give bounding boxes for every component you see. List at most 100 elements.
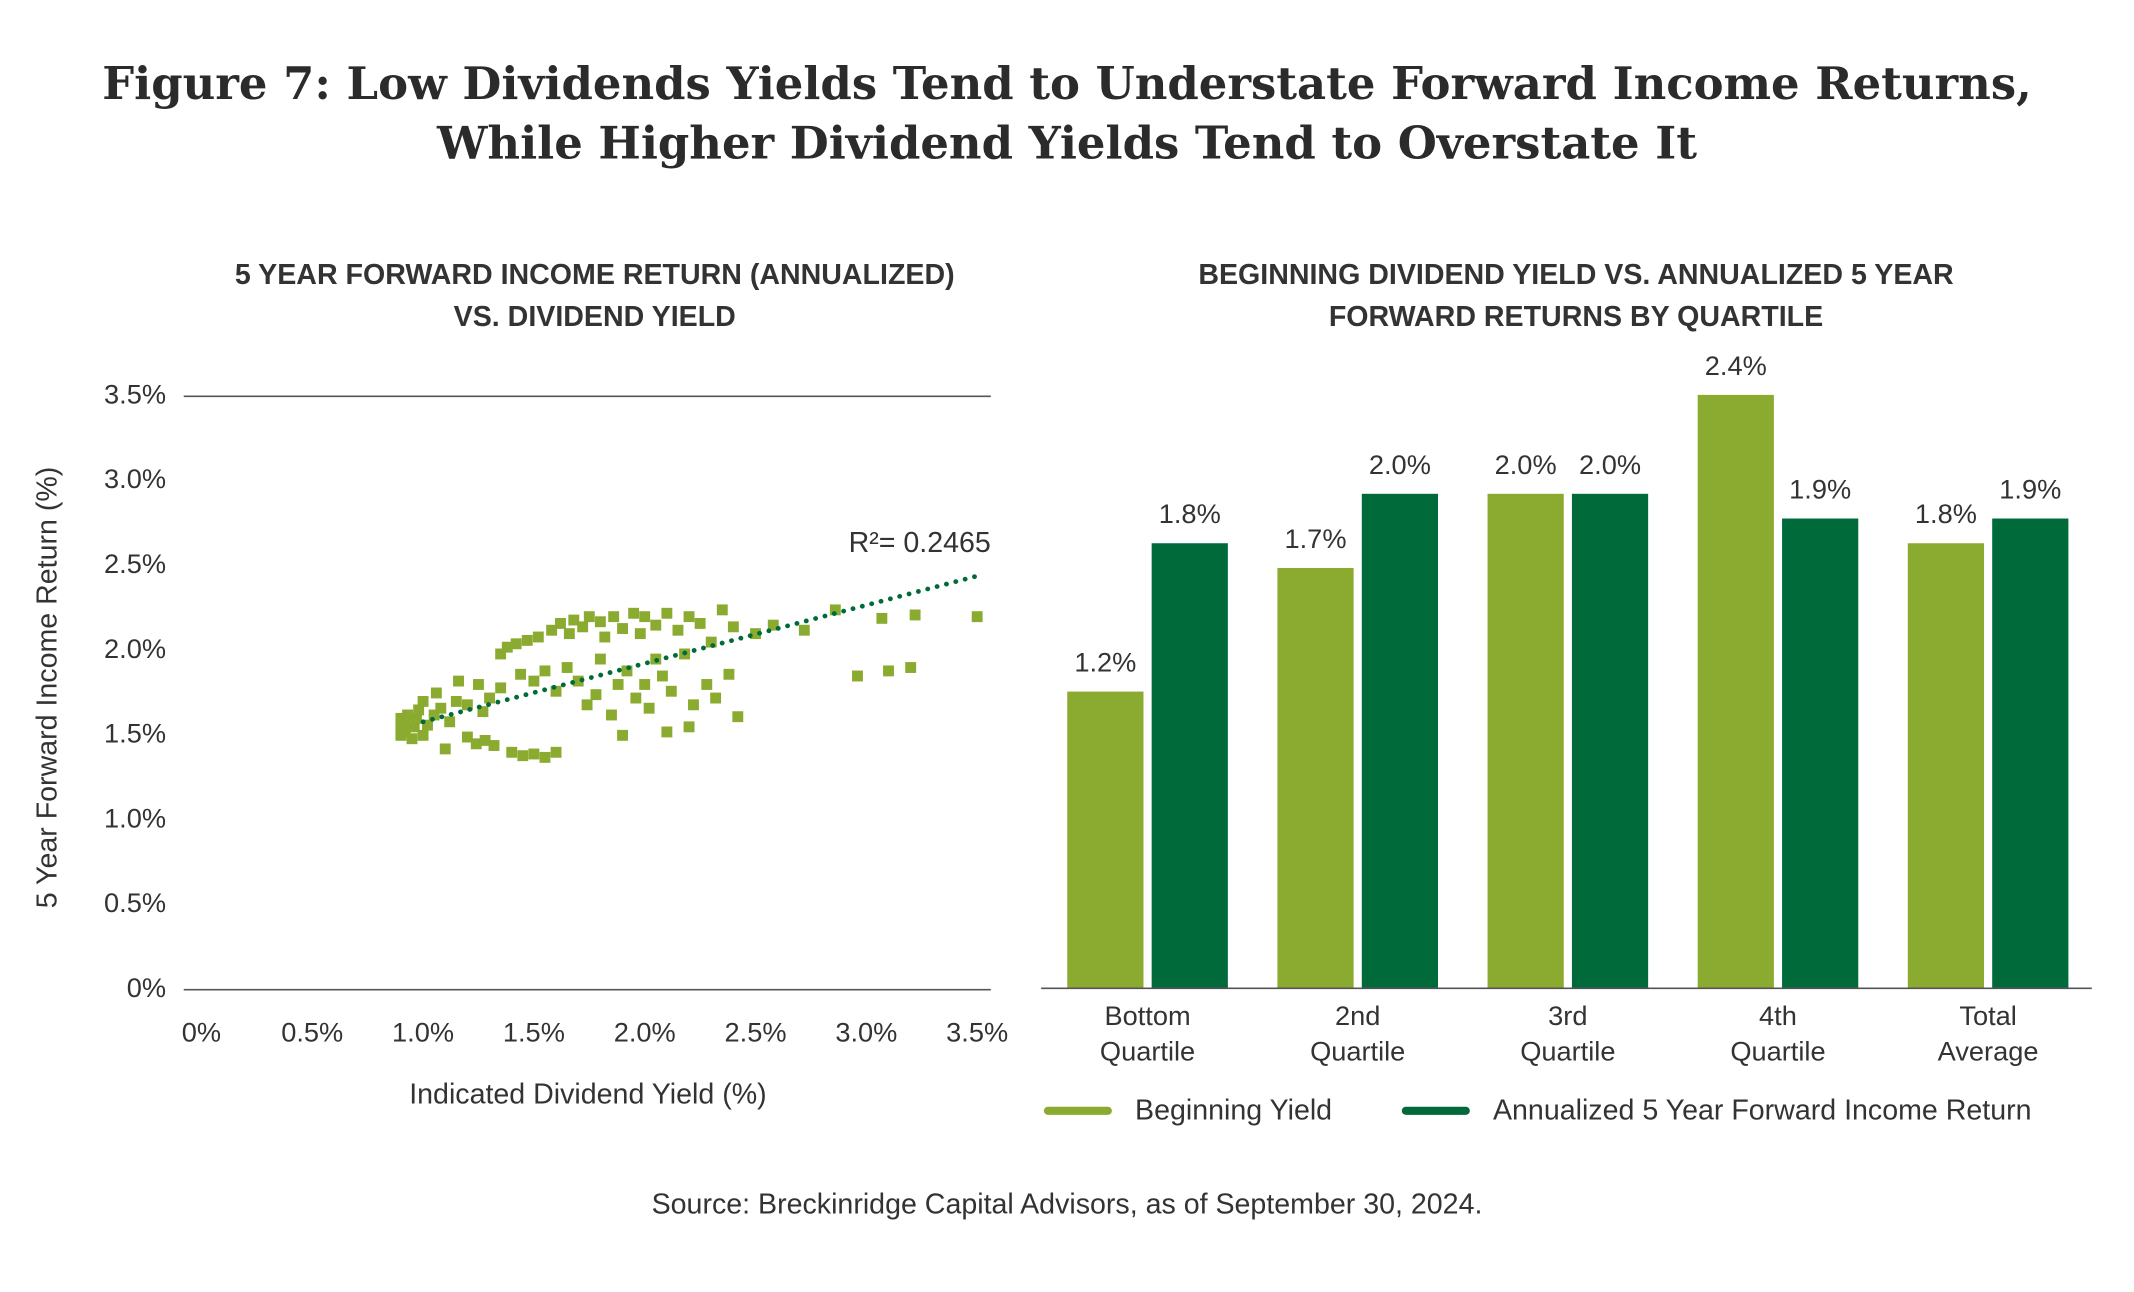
bar: [1907, 543, 1985, 989]
scatter-point: [905, 662, 917, 673]
scatter-point: [727, 621, 739, 633]
scatter-point: [417, 695, 429, 707]
scatter-point: [517, 750, 529, 762]
scatter-point: [444, 716, 456, 728]
scatter-point: [550, 746, 562, 758]
scatter-point: [477, 706, 489, 718]
chart-title: VS. DIVIDEND YIELD: [454, 301, 736, 333]
x-axis-label: Indicated Dividend Yield (%): [409, 1078, 766, 1110]
value-label: 2.0%: [1369, 449, 1431, 480]
scatter-point: [410, 712, 422, 724]
scatter-point: [621, 665, 633, 677]
scatter-point: [876, 612, 888, 624]
scatter-point: [852, 670, 863, 682]
scatter-point: [701, 679, 713, 690]
scatter-point: [630, 692, 642, 704]
scatter-point: [750, 628, 761, 640]
bar: [1277, 567, 1354, 989]
scatter-point: [643, 702, 655, 714]
bar: [1571, 493, 1649, 989]
scatter-point: [479, 734, 491, 746]
x-tick-label: 1.5%: [503, 1017, 565, 1048]
scatter-point: [577, 621, 589, 633]
scatter-point: [539, 665, 551, 677]
bar: [1992, 518, 2069, 989]
x-tick-label: 0.5%: [281, 1017, 343, 1048]
source: Source: Breckinridge Capital Advisors, a…: [652, 1189, 1483, 1221]
x-tick-label: 2.0%: [614, 1017, 676, 1048]
scatter-point: [439, 743, 451, 755]
y-tick-label: 0%: [127, 972, 166, 1003]
scatter-point: [515, 668, 527, 680]
x-tick-label: 3.5%: [946, 1017, 1008, 1048]
scatter-point: [688, 699, 699, 711]
scatter-point: [532, 631, 544, 643]
x-tick-label: 3rd Quartile: [1520, 1000, 1615, 1066]
x-tick-label: Total Average: [1938, 1000, 2039, 1066]
y-tick-label: 1.5%: [104, 718, 166, 749]
value-label: 1.7%: [1285, 523, 1347, 554]
scatter-point: [608, 611, 620, 623]
scatter-point: [430, 687, 442, 699]
scatter-point: [829, 604, 841, 616]
scatter-point: [408, 721, 420, 733]
scatter-point: [568, 614, 580, 626]
scatter-point: [406, 733, 418, 745]
annotation: R²= 0.2465: [849, 527, 991, 559]
bar: [1697, 394, 1774, 989]
x-tick-label: 0%: [182, 1017, 221, 1048]
y-tick-label: 2.0%: [104, 633, 166, 664]
scatter-point: [488, 740, 500, 751]
scatter-point: [572, 675, 584, 687]
scatter-point: [909, 609, 921, 621]
scatter-point: [628, 607, 640, 619]
scatter-point: [617, 729, 628, 741]
y-axis-label: 5 Year Forward Income Return (%): [32, 467, 64, 909]
scatter-point: [612, 679, 624, 690]
scatter-point: [594, 616, 606, 628]
scatter-point: [435, 702, 447, 714]
value-label: 1.9%: [1789, 473, 1851, 504]
trend-line: [420, 573, 980, 725]
scatter-point: [470, 738, 482, 750]
scatter-point: [555, 617, 566, 629]
scatter-point: [639, 679, 651, 690]
value-label: 2.4%: [1705, 350, 1767, 381]
scatter-point: [495, 682, 507, 694]
scatter-point: [506, 746, 518, 758]
x-tick-label: 3.0%: [835, 1017, 897, 1048]
scatter-point: [453, 675, 464, 687]
scatter-point: [634, 628, 646, 640]
x-tick-label: 2.5%: [725, 1017, 787, 1048]
scatter-point: [723, 668, 735, 680]
scatter-point: [665, 685, 677, 697]
scatter-point: [399, 716, 411, 728]
scatter-point: [661, 607, 673, 619]
scatter-point: [656, 670, 668, 682]
scatter-point: [539, 751, 551, 763]
scatter-point: [732, 711, 744, 723]
scatter-point: [672, 624, 684, 636]
scatter-point: [683, 721, 695, 733]
scatter-point: [583, 611, 595, 623]
scatter-point: [581, 699, 593, 711]
scatter-point: [606, 709, 617, 721]
x-tick-label: 2nd Quartile: [1310, 1000, 1405, 1066]
legend-label: Beginning Yield: [1135, 1095, 1332, 1127]
scatter-point: [716, 604, 728, 616]
value-label: 2.0%: [1495, 449, 1557, 480]
scatter-point: [413, 704, 425, 716]
scatter-point: [694, 617, 706, 629]
scatter-point: [428, 709, 440, 721]
x-tick-label: 1.0%: [392, 1017, 454, 1048]
value-label: 2.0%: [1579, 449, 1641, 480]
scatter-point: [705, 636, 717, 648]
y-tick-label: 0.5%: [104, 887, 166, 918]
x-tick-label: Bottom Quartile: [1100, 1000, 1195, 1066]
scatter-point: [495, 648, 507, 660]
scatter-point: [501, 641, 513, 653]
bar: [1487, 493, 1564, 989]
figure-title: While Higher Dividend Yields Tend to Ove…: [436, 117, 1697, 170]
scatter-point: [590, 689, 602, 701]
